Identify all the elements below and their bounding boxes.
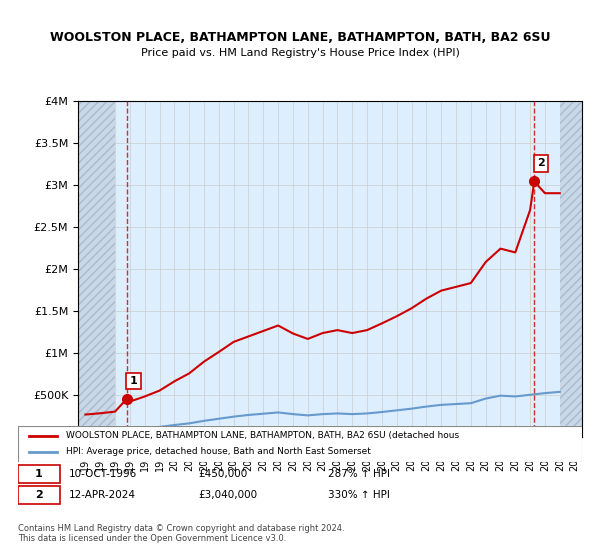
Bar	[78, 101, 115, 437]
Text: Price paid vs. HM Land Registry's House Price Index (HPI): Price paid vs. HM Land Registry's House …	[140, 48, 460, 58]
Text: £450,000: £450,000	[199, 469, 248, 479]
Text: 10-OCT-1996: 10-OCT-1996	[69, 469, 137, 479]
Text: 330% ↑ HPI: 330% ↑ HPI	[328, 489, 390, 500]
FancyBboxPatch shape	[18, 465, 60, 483]
Text: 1: 1	[130, 376, 137, 386]
Bar	[560, 101, 582, 437]
Text: £3,040,000: £3,040,000	[199, 489, 257, 500]
Text: WOOLSTON PLACE, BATHAMPTON LANE, BATHAMPTON, BATH, BA2 6SU (detached hous: WOOLSTON PLACE, BATHAMPTON LANE, BATHAMP…	[66, 431, 459, 440]
Text: 2: 2	[35, 489, 43, 500]
Text: WOOLSTON PLACE, BATHAMPTON LANE, BATHAMPTON, BATH, BA2 6SU: WOOLSTON PLACE, BATHAMPTON LANE, BATHAMP…	[50, 31, 550, 44]
Text: 287% ↑ HPI: 287% ↑ HPI	[328, 469, 390, 479]
Text: 12-APR-2024: 12-APR-2024	[69, 489, 136, 500]
Text: HPI: Average price, detached house, Bath and North East Somerset: HPI: Average price, detached house, Bath…	[66, 447, 371, 456]
Text: Contains HM Land Registry data © Crown copyright and database right 2024.
This d: Contains HM Land Registry data © Crown c…	[18, 524, 344, 543]
Text: 2: 2	[537, 158, 545, 169]
FancyBboxPatch shape	[18, 486, 60, 503]
Text: 1: 1	[35, 469, 43, 479]
